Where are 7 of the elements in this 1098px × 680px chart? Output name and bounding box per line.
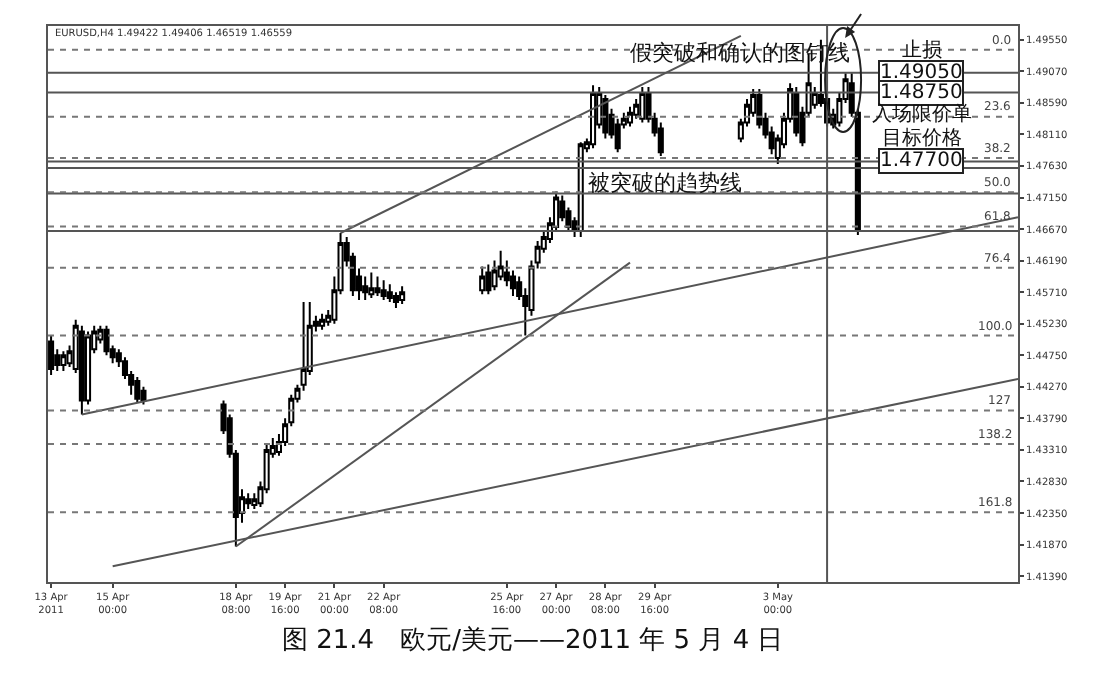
ref-line-label: 1.48750 xyxy=(880,82,963,104)
ref-line-label: 1.47700 xyxy=(880,150,963,172)
annotation: 被突破的趋势线 xyxy=(588,170,742,196)
annotation: 入场限价单 xyxy=(872,102,972,126)
annotation: 目标价格 xyxy=(882,126,962,150)
caption: 图 21.4 欧元/美元——2011 年 5 月 4 日 xyxy=(282,624,784,656)
ref-line-label: 1.49050 xyxy=(880,62,963,84)
